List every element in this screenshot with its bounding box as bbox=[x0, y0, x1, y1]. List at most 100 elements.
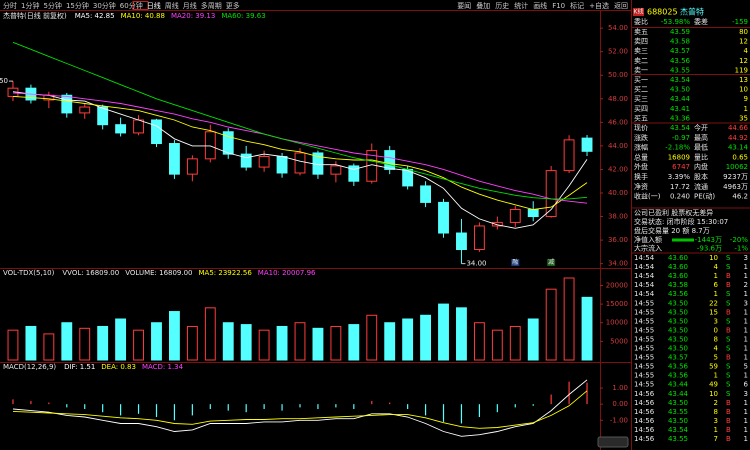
tool-button[interactable]: 叠加 bbox=[476, 1, 490, 10]
tick-count: 1 bbox=[744, 426, 748, 434]
event-flag-box bbox=[511, 259, 520, 266]
period-tab[interactable]: 更多 bbox=[226, 1, 240, 10]
tick-volume: 5 bbox=[714, 354, 718, 362]
candle-body bbox=[115, 124, 127, 134]
volume-bar bbox=[25, 325, 37, 361]
order-volume: 10 bbox=[739, 86, 748, 94]
candle-body bbox=[384, 150, 396, 170]
tick-time: 14:55 bbox=[634, 335, 654, 343]
volume-bar bbox=[527, 318, 539, 361]
period-tab[interactable]: 1分钟 bbox=[21, 1, 39, 10]
tick-count: 2 bbox=[744, 281, 748, 289]
tick-volume: 10 bbox=[709, 390, 718, 398]
tick-time: 14:55 bbox=[634, 299, 654, 307]
tick-side: B bbox=[726, 408, 731, 416]
indicator-line bbox=[12, 92, 588, 204]
flow-percent: -20% bbox=[730, 236, 748, 244]
candle-body bbox=[204, 131, 216, 160]
y-tick-label: 15000 bbox=[606, 300, 628, 308]
candle-body bbox=[563, 139, 575, 172]
scroll-widget[interactable] bbox=[597, 436, 629, 448]
order-volume: 4 bbox=[744, 47, 749, 55]
tool-button[interactable]: 画线 bbox=[533, 1, 547, 10]
volume-bar bbox=[240, 324, 252, 361]
quote-value: -159 bbox=[732, 18, 748, 26]
candle-body bbox=[473, 225, 485, 251]
tool-button[interactable]: 统计 bbox=[514, 1, 528, 10]
candle-body bbox=[438, 201, 449, 234]
tick-count: 1 bbox=[744, 326, 748, 334]
quote-label: 净资 bbox=[634, 182, 648, 191]
order-label: 买一 bbox=[634, 76, 648, 84]
quote-label: PE(动) bbox=[694, 192, 715, 201]
period-tab[interactable]: 分时 bbox=[3, 1, 17, 10]
period-tab[interactable]: 15分钟 bbox=[66, 1, 89, 10]
candle-body bbox=[456, 232, 467, 251]
volume-bar bbox=[348, 324, 360, 361]
tick-price: 43.50 bbox=[668, 308, 688, 316]
candle-body bbox=[348, 165, 360, 182]
tool-button[interactable]: 历史 bbox=[495, 1, 509, 10]
quote-value: 4963万 bbox=[723, 183, 748, 191]
tool-button[interactable]: 要闻 bbox=[457, 1, 471, 10]
period-tab[interactable]: 5分钟 bbox=[43, 1, 61, 10]
order-volume: 35 bbox=[739, 114, 748, 122]
tick-side: S bbox=[726, 372, 731, 380]
tick-side: S bbox=[726, 317, 731, 325]
tick-side: S bbox=[726, 254, 731, 262]
volume-bar bbox=[581, 296, 593, 361]
quote-label: 最低 bbox=[694, 143, 708, 152]
tick-count: 1 bbox=[744, 290, 748, 298]
tick-count: 1 bbox=[744, 308, 748, 316]
tick-time: 14:56 bbox=[634, 390, 655, 398]
volume-bar bbox=[456, 307, 467, 361]
annotation: 34.00 bbox=[466, 260, 486, 268]
period-tab[interactable]: 日线 bbox=[147, 1, 161, 10]
quote-value: 44.92 bbox=[728, 134, 748, 142]
y-tick-label: 40.00 bbox=[608, 189, 628, 197]
period-tab[interactable]: 周线 bbox=[165, 1, 179, 10]
tick-side: B bbox=[726, 435, 731, 443]
tick-price: 43.50 bbox=[668, 299, 688, 307]
tick-price: 43.57 bbox=[668, 354, 688, 362]
order-price: 43.58 bbox=[670, 38, 690, 46]
order-volume: 1 bbox=[744, 105, 748, 113]
tool-button[interactable]: F10 bbox=[552, 2, 565, 10]
flow-label: 大宗流入 bbox=[634, 244, 662, 253]
tick-price: 43.60 bbox=[668, 254, 688, 262]
stock-code: 688025 bbox=[647, 8, 678, 17]
period-tab[interactable]: 多周期 bbox=[201, 1, 222, 10]
tick-side: S bbox=[726, 390, 731, 398]
stock-name: 杰普特 bbox=[680, 7, 704, 17]
tool-button[interactable]: 标记 bbox=[570, 1, 584, 10]
volume-bar bbox=[133, 329, 144, 361]
volume-bar bbox=[438, 303, 449, 361]
period-tab[interactable]: 月线 bbox=[183, 1, 197, 10]
y-tick-label: 38.00 bbox=[608, 213, 628, 221]
order-label: 卖四 bbox=[634, 38, 648, 46]
y-tick-label: 5000 bbox=[610, 337, 628, 345]
quote-value: 16809 bbox=[668, 153, 690, 161]
legend-entry: MA10: 20007.96 bbox=[258, 269, 316, 277]
tick-side: S bbox=[726, 290, 731, 298]
y-tick-label: 48.00 bbox=[608, 95, 628, 103]
tool-button[interactable]: 返回 bbox=[614, 2, 628, 10]
legend-entry: MACD: 1.34 bbox=[142, 363, 184, 371]
tick-price: 43.50 bbox=[668, 335, 688, 343]
tool-button[interactable]: +自选 bbox=[589, 1, 609, 10]
volume-bar bbox=[491, 329, 503, 361]
y-tick-label: 34.00 bbox=[608, 260, 628, 268]
tick-volume: 59 bbox=[709, 363, 718, 371]
order-price: 43.44 bbox=[670, 95, 691, 103]
tick-side: B bbox=[726, 417, 731, 425]
legend-entry: MA10: 40.88 bbox=[121, 12, 165, 20]
period-tab[interactable]: 60分钟 bbox=[120, 1, 143, 10]
legend-entry: DEA: 0.83 bbox=[101, 363, 136, 371]
tick-volume: 3 bbox=[714, 417, 718, 425]
candle-body bbox=[133, 119, 144, 134]
quote-value: 0.65 bbox=[732, 153, 748, 161]
volume-bar bbox=[384, 322, 396, 361]
period-tab[interactable]: 30分钟 bbox=[93, 1, 116, 10]
quote-label: 今开 bbox=[694, 123, 708, 132]
